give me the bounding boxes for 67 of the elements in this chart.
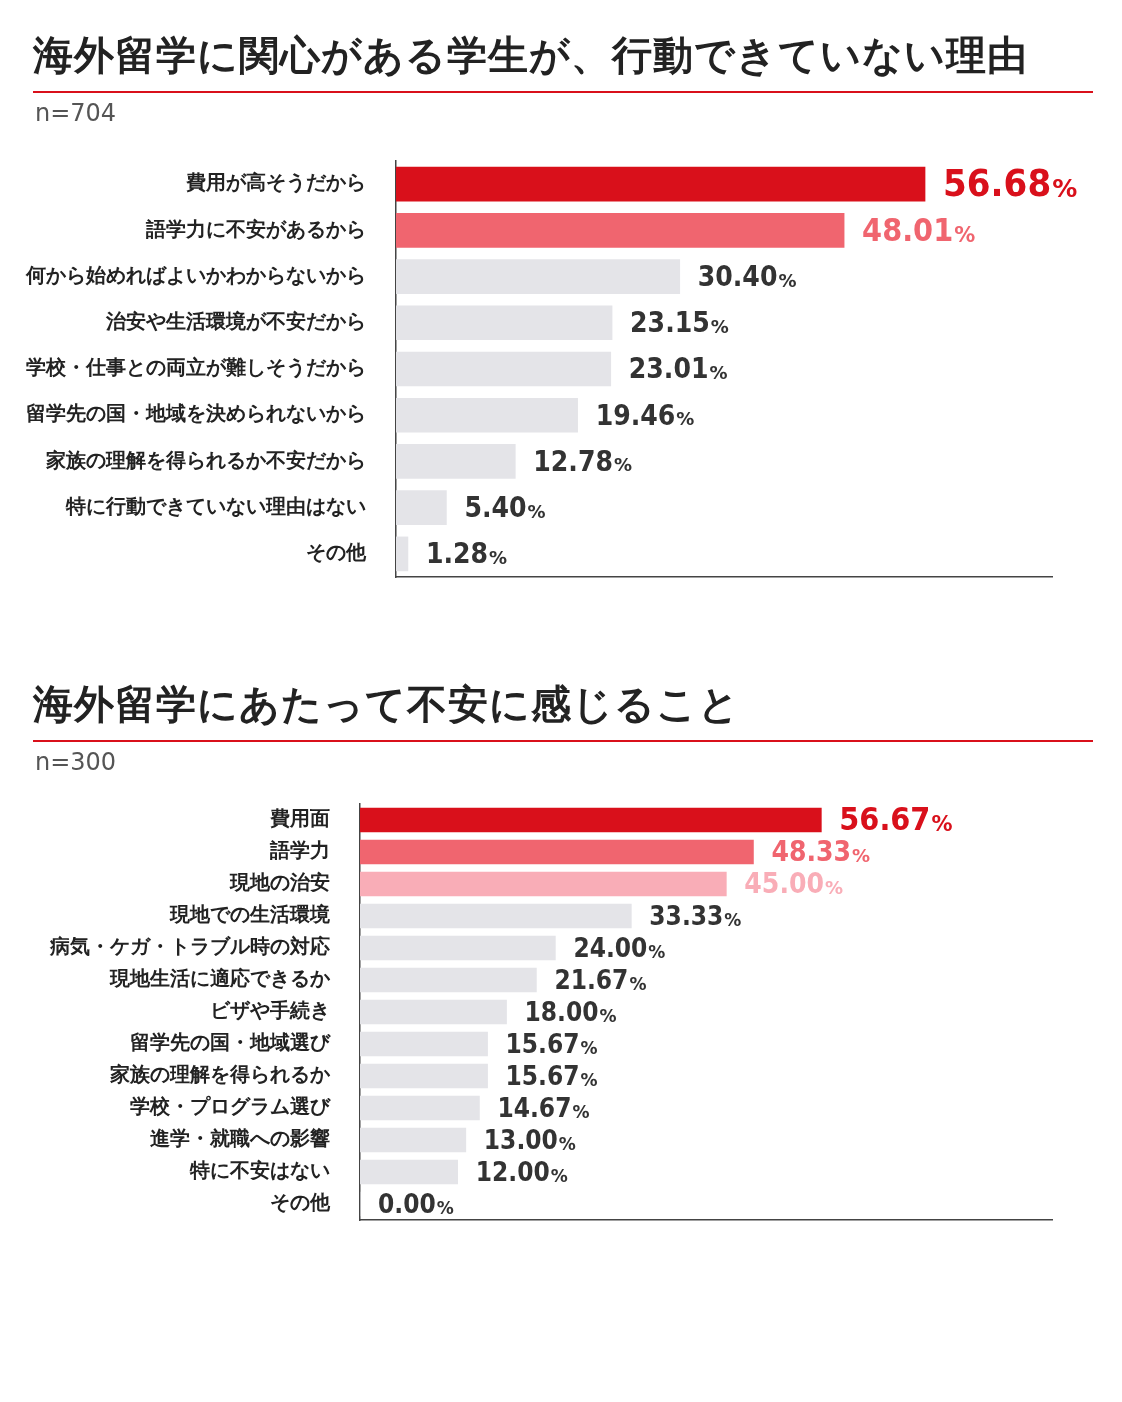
bar [360,967,537,993]
bar [360,807,822,833]
y-tick-label: 学校・仕事との両立が難しそうだから [26,355,366,380]
data-label: 14.67% [497,1092,590,1123]
data-label: 48.01% [862,210,976,249]
y-tick-label: 費用が高そうだから [185,170,366,195]
data-label: 15.67% [505,1060,598,1091]
y-tick-label: 病気・ケガ・トラブル時の対応 [49,934,330,959]
bar [396,397,578,433]
y-tick-label: 治安や生活環境が不安だから [105,308,366,333]
data-label: 19.46% [595,398,695,432]
y-tick-label: 特に行動できていない理由はない [65,493,366,518]
data-label: 15.67% [505,1028,598,1059]
data-label: 24.00% [573,932,666,963]
data-label: 1.28% [425,537,508,571]
y-tick-label: 留学先の国・地域選び [130,1030,331,1055]
data-label: 45.00% [744,867,844,901]
y-tick-label: ビザや手続き [210,998,330,1023]
data-label: 21.67% [554,964,647,995]
y-tick-label: 語学力 [269,838,330,863]
text: n=704 [35,99,118,127]
bar [360,935,556,961]
y-tick-label: 費用面 [269,806,330,831]
data-label: 33.33% [649,900,742,931]
bar [360,1159,459,1185]
bar [396,305,613,341]
y-tick-label: 進学・就職への影響 [150,1126,330,1151]
bar [360,1063,488,1089]
bar [396,490,447,525]
data-label: 18.00% [524,996,617,1027]
bar [360,1127,467,1153]
data-label: 12.00% [475,1156,568,1187]
y-tick-label: 現地生活に適応できるか [109,966,331,991]
y-tick-label: 学校・プログラム選び [130,1094,331,1119]
data-label: 13.00% [483,1124,576,1155]
bar [396,536,409,572]
bar [396,213,845,248]
bar [360,839,754,865]
data-label: 56.68% [943,160,1078,205]
y-tick-label: 特に不安はない [189,1158,330,1183]
y-tick-label: 家族の理解を得られるか [109,1062,331,1087]
bar [360,903,632,929]
bar [360,999,507,1025]
y-tick-label: その他 [270,1190,331,1215]
y-tick-label: 現地の治安 [229,870,330,895]
text: n=300 [35,748,118,776]
y-tick-label: 現地での生活環境 [169,902,330,927]
data-label: 23.15% [630,306,729,340]
y-tick-label: 何から始めればよいかわからないから [25,262,366,287]
y-tick-label: その他 [306,540,367,565]
data-label: 12.78% [533,444,633,478]
bar [360,1095,480,1121]
chart-title: 海外留学に関心がある学生が、行動できていない理由 [33,0,1093,93]
bar [396,444,516,479]
data-label: 5.40% [464,490,546,524]
bar [360,1031,488,1057]
y-tick-label: 語学力に不安があるから [145,216,366,241]
bar [396,259,681,294]
data-label: 30.40% [697,259,797,293]
chart-title: 海外留学にあたって不安に感じること [33,649,1093,742]
bar [396,351,612,387]
data-label: 0.00% [378,1188,454,1219]
bar [396,166,926,202]
data-label: 23.01% [628,352,728,386]
bar [360,871,727,897]
y-tick-label: 留学先の国・地域を決められないから [26,401,366,426]
y-tick-label: 家族の理解を得られるか不安だから [45,447,366,472]
